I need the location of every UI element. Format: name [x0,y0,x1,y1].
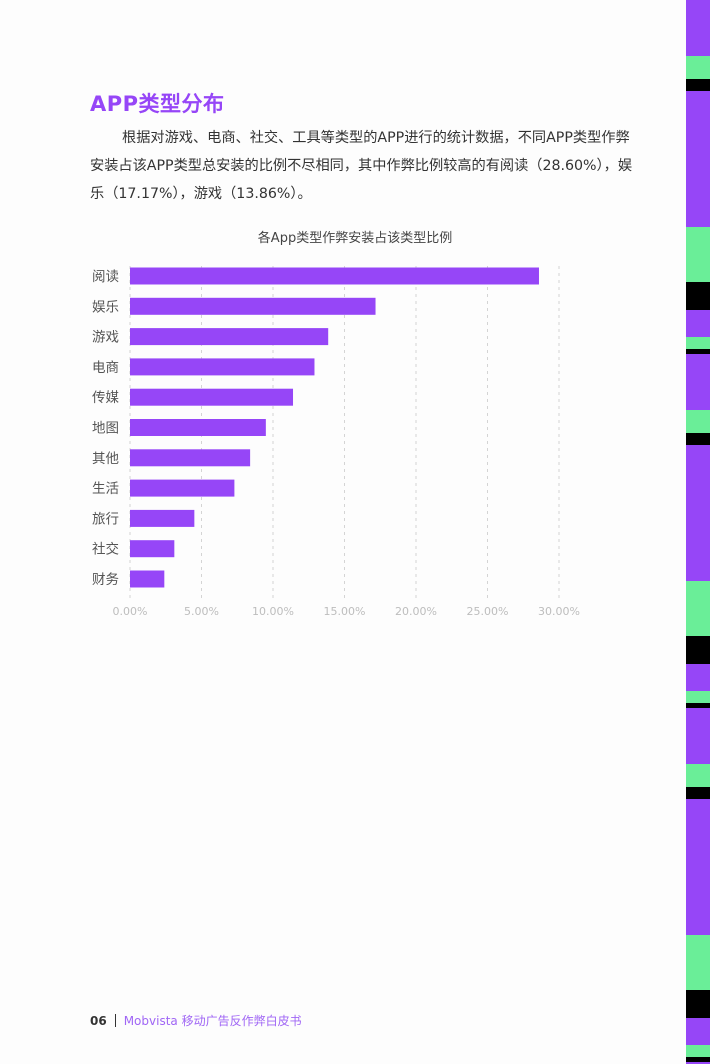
y-category-label: 娱乐 [92,299,119,315]
strip-segment [686,990,710,1018]
strip-segment [686,799,710,935]
y-category-label: 地图 [92,421,119,437]
y-category-label: 阅读 [92,269,119,285]
bar-阅读 [130,267,539,285]
bar-地图 [130,419,266,436]
y-category-label: 生活 [92,481,119,497]
strip-segment [686,691,710,703]
footer: 06 Mobvista 移动广告反作弊白皮书 [90,1012,302,1029]
x-tick-label: 15.00% [324,605,366,618]
bar-财务 [130,570,165,588]
strip-segment [686,708,710,764]
strip-segment [686,91,710,227]
strip-segment [686,636,710,664]
y-category-label: 社交 [92,541,119,558]
x-tick-label: 5.00% [184,605,219,618]
strip-segment [686,349,710,354]
strip-segment [686,1062,710,1064]
x-tick-label: 20.00% [395,605,437,618]
strip-segment [686,337,710,349]
y-category-label: 旅行 [92,511,119,527]
bar-娱乐 [130,297,376,315]
chart-title: 各App类型作弊安装占该类型比例 [258,230,452,246]
y-category-label: 其他 [92,451,119,467]
bar-电商 [130,358,315,376]
bar-社交 [130,540,175,558]
y-category-label: 传媒 [92,390,119,406]
strip-segment [686,1018,710,1045]
strip-segment [686,664,710,691]
strip-segment [686,764,710,787]
decorative-side-strip [686,0,710,1064]
x-tick-label: 30.00% [538,605,580,618]
bar-其他 [130,449,251,467]
strip-segment [686,310,710,337]
strip-segment [686,410,710,433]
page-number: 06 [90,1013,107,1028]
bar-游戏 [130,328,329,346]
strip-segment [686,703,710,708]
y-category-label: 电商 [92,360,119,376]
x-tick-label: 25.00% [467,605,509,618]
bar-旅行 [130,509,195,527]
x-tick-label: 10.00% [252,605,294,618]
y-category-label: 游戏 [92,330,119,346]
strip-segment [686,935,710,990]
bar-生活 [130,479,235,497]
strip-segment [686,56,710,79]
strip-segment [686,433,710,445]
strip-segment [686,1045,710,1057]
publication-title: Mobvista 移动广告反作弊白皮书 [123,1014,302,1028]
strip-segment [686,354,710,410]
x-tick-label: 0.00% [113,605,148,618]
strip-segment [686,581,710,636]
bar-chart: 各App类型作弊安装占该类型比例 阅读娱乐游戏电商传媒地图其他生活旅行社交财务 … [92,230,580,618]
strip-segment [686,445,710,581]
body-paragraph: 根据对游戏、电商、社交、工具等类型的APP进行的统计数据，不同APP类型作弊安装… [90,130,633,202]
strip-segment [686,1057,710,1062]
y-category-label: 财务 [92,572,119,588]
strip-segment [686,282,710,310]
bar-传媒 [130,388,294,406]
strip-segment [686,0,710,56]
section-title: APP类型分布 [90,92,225,116]
footer-divider [114,1014,116,1027]
strip-segment [686,79,710,91]
strip-segment [686,787,710,799]
strip-segment [686,227,710,282]
